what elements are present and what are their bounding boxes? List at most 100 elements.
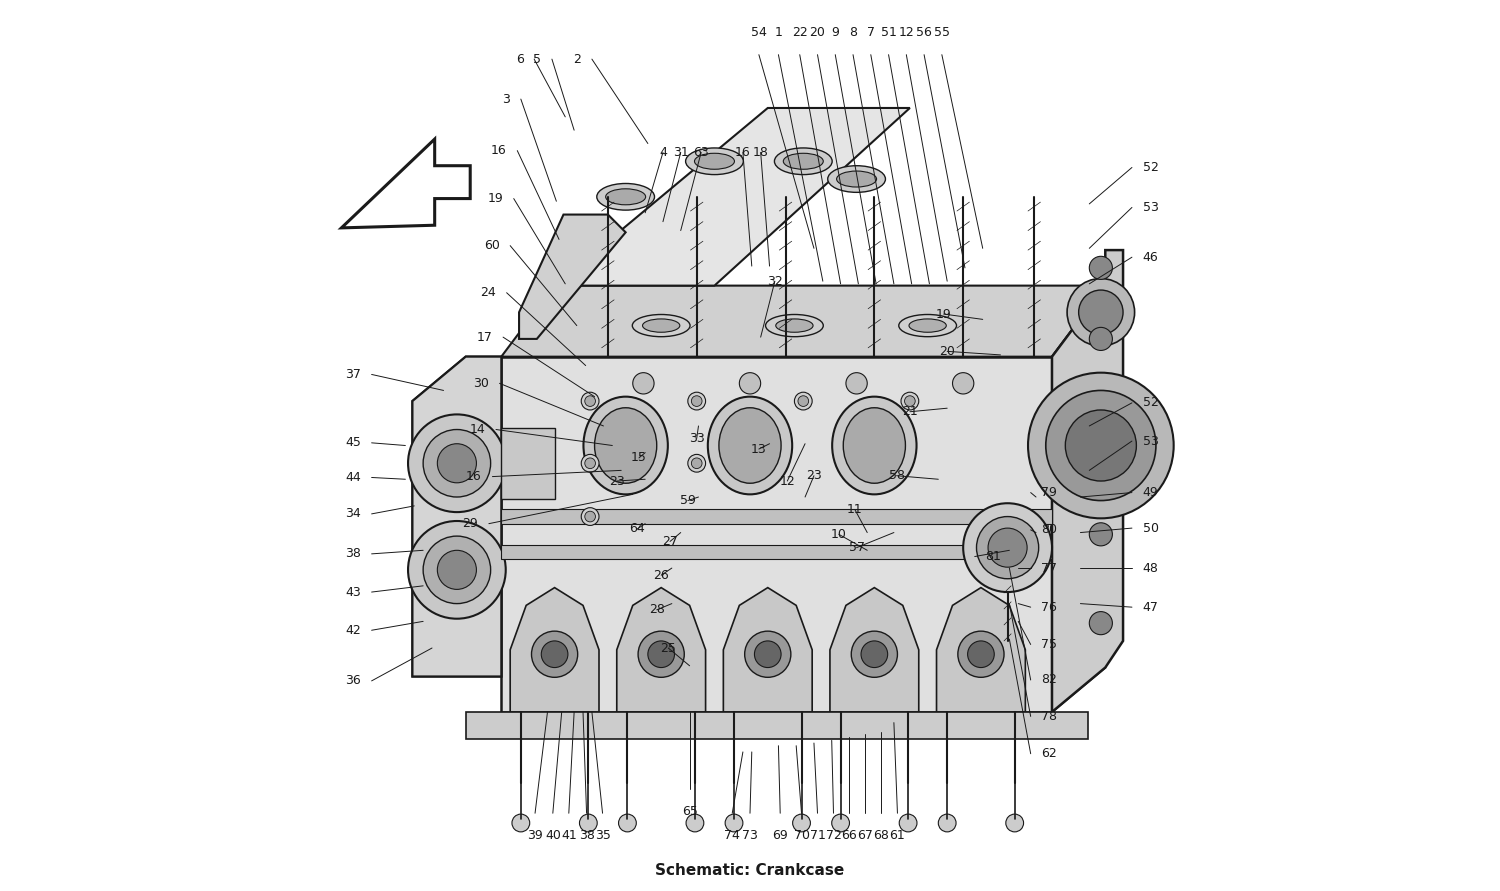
Circle shape — [633, 372, 654, 394]
Text: 36: 36 — [345, 674, 362, 687]
Circle shape — [1089, 327, 1113, 350]
Text: 44: 44 — [345, 471, 362, 484]
Text: 23: 23 — [806, 470, 822, 482]
Circle shape — [1078, 290, 1124, 334]
Circle shape — [580, 454, 598, 472]
Text: 4: 4 — [658, 146, 668, 159]
Text: 51: 51 — [880, 26, 897, 38]
Text: 26: 26 — [654, 568, 669, 582]
Ellipse shape — [633, 315, 690, 337]
Circle shape — [939, 814, 956, 832]
Circle shape — [1089, 523, 1113, 546]
Text: 42: 42 — [345, 624, 362, 637]
Ellipse shape — [765, 315, 824, 337]
Text: 5: 5 — [534, 53, 542, 66]
Polygon shape — [555, 108, 910, 286]
Text: 70: 70 — [794, 830, 810, 842]
Text: 30: 30 — [472, 377, 489, 390]
Text: 43: 43 — [345, 585, 362, 599]
Circle shape — [792, 814, 810, 832]
Circle shape — [902, 392, 920, 410]
Text: 73: 73 — [742, 830, 758, 842]
Circle shape — [976, 517, 1038, 579]
Text: 71: 71 — [810, 830, 825, 842]
Text: 81: 81 — [986, 550, 1002, 563]
Circle shape — [958, 631, 1004, 677]
Ellipse shape — [594, 408, 657, 483]
Circle shape — [438, 551, 477, 589]
Circle shape — [580, 392, 598, 410]
Ellipse shape — [708, 396, 792, 495]
Text: 20: 20 — [810, 26, 825, 38]
Text: 15: 15 — [632, 452, 646, 464]
Text: 16: 16 — [490, 144, 507, 157]
Ellipse shape — [584, 396, 668, 495]
Text: 24: 24 — [480, 286, 496, 299]
Text: 80: 80 — [1041, 523, 1058, 536]
Circle shape — [585, 458, 596, 469]
Circle shape — [1089, 257, 1113, 280]
Text: 45: 45 — [345, 437, 362, 449]
Circle shape — [542, 641, 568, 667]
Text: 3: 3 — [503, 93, 510, 106]
Circle shape — [952, 372, 974, 394]
Ellipse shape — [776, 319, 813, 332]
Text: 18: 18 — [753, 146, 768, 159]
Circle shape — [688, 454, 705, 472]
Text: 69: 69 — [772, 830, 788, 842]
Text: 16: 16 — [466, 470, 482, 483]
Text: 6: 6 — [516, 53, 524, 66]
Circle shape — [692, 458, 702, 469]
Text: 53: 53 — [1143, 201, 1158, 214]
Circle shape — [846, 372, 867, 394]
Text: 32: 32 — [766, 274, 783, 288]
Circle shape — [423, 429, 490, 497]
Circle shape — [724, 814, 742, 832]
Ellipse shape — [694, 153, 735, 169]
Text: 53: 53 — [1143, 435, 1158, 447]
Circle shape — [1007, 814, 1023, 832]
Circle shape — [968, 641, 994, 667]
Text: 23: 23 — [609, 475, 624, 487]
Text: 47: 47 — [1143, 601, 1158, 614]
Text: 13: 13 — [752, 443, 766, 455]
Text: 40: 40 — [544, 830, 561, 842]
Text: 10: 10 — [831, 527, 848, 541]
Circle shape — [579, 814, 597, 832]
Text: 67: 67 — [858, 830, 873, 842]
Text: 2: 2 — [573, 53, 580, 66]
Text: 74: 74 — [724, 830, 740, 842]
Polygon shape — [1052, 250, 1124, 712]
Circle shape — [1046, 390, 1156, 501]
Circle shape — [580, 508, 598, 526]
Text: 78: 78 — [1041, 710, 1058, 723]
Circle shape — [795, 392, 812, 410]
Ellipse shape — [686, 148, 744, 175]
Circle shape — [831, 814, 849, 832]
Text: 49: 49 — [1143, 486, 1158, 499]
Circle shape — [585, 396, 596, 406]
Text: 61: 61 — [890, 830, 906, 842]
Circle shape — [988, 528, 1028, 568]
Text: 39: 39 — [526, 830, 543, 842]
Text: 50: 50 — [1143, 521, 1158, 535]
Ellipse shape — [843, 408, 906, 483]
Circle shape — [648, 641, 675, 667]
Text: 59: 59 — [680, 495, 696, 507]
Polygon shape — [413, 356, 501, 676]
Ellipse shape — [898, 315, 957, 337]
Circle shape — [904, 396, 915, 406]
Polygon shape — [616, 588, 705, 712]
Text: 1: 1 — [774, 26, 783, 38]
Circle shape — [740, 372, 760, 394]
Text: 64: 64 — [630, 522, 645, 535]
Text: 63: 63 — [693, 146, 709, 159]
Polygon shape — [501, 428, 555, 499]
Text: 57: 57 — [849, 541, 864, 554]
Circle shape — [754, 641, 782, 667]
Text: 79: 79 — [1041, 486, 1058, 499]
Polygon shape — [413, 356, 501, 676]
Text: 19: 19 — [936, 307, 951, 321]
Ellipse shape — [642, 319, 680, 332]
Text: 56: 56 — [916, 26, 932, 38]
